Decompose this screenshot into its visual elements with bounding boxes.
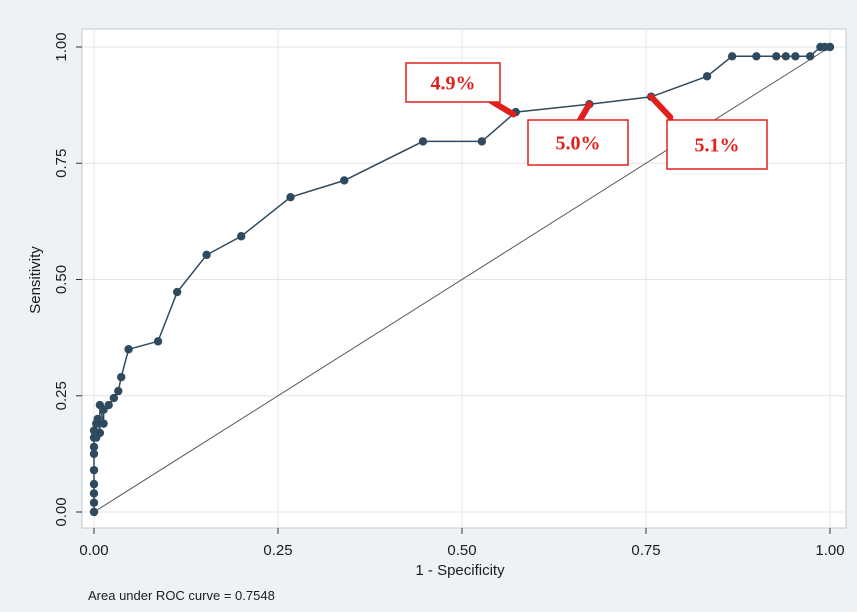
x-tick-label: 0.50 xyxy=(447,542,476,559)
roc-point xyxy=(340,176,349,185)
roc-point xyxy=(89,479,99,489)
roc-point xyxy=(781,52,791,61)
roc-point xyxy=(114,386,123,396)
roc-point xyxy=(89,449,99,459)
roc-point xyxy=(124,345,133,354)
roc-point xyxy=(89,507,99,517)
roc-point xyxy=(727,52,737,61)
x-tick-label: 1.00 xyxy=(815,542,844,559)
auc-note: Area under ROC curve = 0.7548 xyxy=(88,588,275,603)
roc-point xyxy=(752,52,761,61)
roc-point xyxy=(89,442,99,452)
roc-point xyxy=(237,232,246,241)
roc-point xyxy=(117,372,126,382)
roc-point xyxy=(202,250,211,260)
y-tick-label: 0.50 xyxy=(53,265,70,294)
y-tick-label: 0.00 xyxy=(53,497,70,526)
roc-point xyxy=(95,428,105,438)
roc-point xyxy=(477,137,487,146)
axes: 0.00 0.25 0.50 0.75 1.00 0.00 0.25 0.50 0.75 1.00 xyxy=(53,32,845,559)
roc-point xyxy=(89,489,99,498)
roc-point xyxy=(418,137,428,146)
y-tick-label: 0.75 xyxy=(53,149,70,178)
annotation-box xyxy=(666,119,768,170)
annotation-label: 4.9% xyxy=(431,73,476,95)
y-tick-label: 1.00 xyxy=(53,32,70,61)
roc-point xyxy=(89,465,99,475)
roc-point xyxy=(153,337,163,346)
roc-point xyxy=(104,400,113,410)
y-tick-label: 0.25 xyxy=(53,381,70,410)
cutoff-annotations: 4.9% 5.0% 5.1% xyxy=(405,62,768,170)
roc-point xyxy=(791,52,800,61)
annotation-marker xyxy=(576,101,593,125)
roc-point xyxy=(172,287,182,297)
roc-point xyxy=(286,192,295,202)
roc-point xyxy=(93,414,102,424)
roc-point xyxy=(772,52,781,61)
x-axis-title: 1 - Specificity xyxy=(415,562,505,579)
roc-point xyxy=(99,419,108,428)
annotation-label: 5.0% xyxy=(556,133,601,155)
roc-point xyxy=(805,52,815,61)
roc-point xyxy=(702,72,712,81)
annotation-label: 5.1% xyxy=(695,135,740,157)
annotation-box xyxy=(527,119,629,166)
y-axis-title: Sensitivity xyxy=(27,246,44,314)
roc-point xyxy=(825,42,835,52)
x-tick-label: 0.25 xyxy=(263,542,292,559)
roc-point xyxy=(89,498,99,507)
x-tick-label: 0.00 xyxy=(79,542,108,559)
x-tick-label: 0.75 xyxy=(631,542,660,559)
annotation-marker xyxy=(648,93,674,121)
roc-point xyxy=(109,393,119,403)
annotation-box xyxy=(405,62,501,103)
